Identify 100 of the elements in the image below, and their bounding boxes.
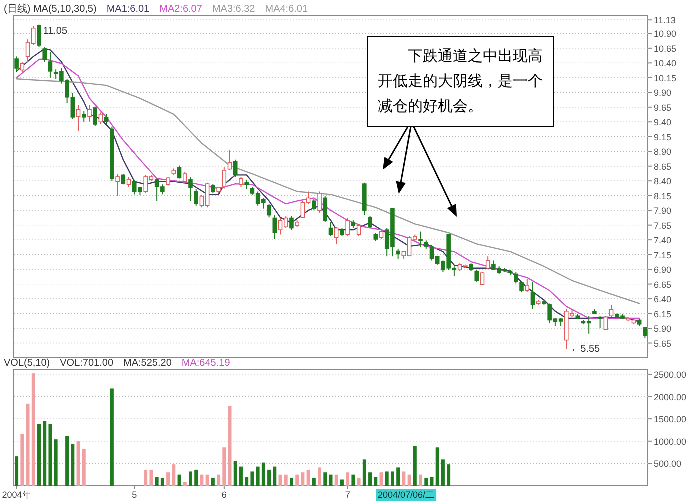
candlestick <box>328 222 334 238</box>
bar <box>334 474 338 486</box>
x-tick-label: 2004年 <box>2 490 32 500</box>
bar <box>217 474 221 486</box>
bar <box>166 472 170 486</box>
candlestick <box>486 256 490 270</box>
bar <box>273 466 277 486</box>
candlestick <box>244 179 249 190</box>
y-tick-label: 7.65 <box>654 220 672 231</box>
candlestick <box>318 191 322 214</box>
candlestick <box>104 114 109 125</box>
text: MA1:6.01 <box>106 4 150 15</box>
bar <box>188 472 192 486</box>
candlestick <box>42 46 47 62</box>
text: MA3:6.32 <box>212 4 256 15</box>
bar <box>178 474 182 486</box>
candlestick <box>177 165 182 180</box>
annotation: 下跌通道之中出现高开低走的大阴线，是一个减仓的好机会。 <box>378 48 543 115</box>
bar <box>211 478 215 486</box>
bar <box>306 470 310 486</box>
candlestick <box>474 270 480 282</box>
bar <box>368 472 372 486</box>
bar <box>362 460 366 486</box>
bar <box>250 472 254 486</box>
candlestick <box>14 56 19 72</box>
candlestick <box>93 106 98 127</box>
candlestick <box>368 216 372 229</box>
text: VOL:701.00 <box>60 358 114 369</box>
bar <box>155 477 159 486</box>
bar <box>447 464 451 486</box>
bar <box>318 468 322 486</box>
candlestick <box>82 111 86 123</box>
candlestick <box>194 188 198 206</box>
bar <box>66 436 70 486</box>
bar <box>256 466 260 486</box>
bar <box>71 444 75 486</box>
candlestick <box>609 304 614 318</box>
y-tick-label: 7.15 <box>654 250 672 260</box>
bar <box>38 424 41 486</box>
candlestick <box>480 272 485 286</box>
candlestick <box>211 184 216 194</box>
candlestick <box>379 230 384 240</box>
bar <box>110 388 114 486</box>
bar <box>183 482 187 486</box>
bar <box>374 477 378 486</box>
y-tick-label: 10.40 <box>654 58 677 69</box>
bar <box>396 468 400 486</box>
text: MA2:6.07 <box>160 4 203 15</box>
bar <box>385 472 389 486</box>
bar <box>436 448 440 486</box>
bar <box>402 472 406 486</box>
bar <box>262 462 266 486</box>
x-tick-label: 7 <box>345 490 350 500</box>
bar <box>32 374 36 486</box>
bar <box>296 474 300 486</box>
candlestick <box>598 316 602 330</box>
bar <box>312 478 316 486</box>
candlestick <box>530 281 536 310</box>
candlestick <box>356 224 362 238</box>
bar <box>200 474 204 486</box>
bar <box>441 460 445 486</box>
y-tick-label: 9.40 <box>654 118 672 128</box>
candlestick <box>239 176 244 188</box>
bar <box>54 440 58 486</box>
bar <box>234 461 238 486</box>
bar <box>43 421 47 486</box>
bar <box>160 478 164 486</box>
annotation: ←5.55 <box>570 344 601 356</box>
candlestick <box>418 231 423 248</box>
annotation: 11.05 <box>43 26 68 37</box>
bar <box>284 474 288 486</box>
candlestick <box>116 174 120 197</box>
x-tick-label: 5 <box>132 490 138 500</box>
bar <box>390 472 394 486</box>
y-tick-label: 5.65 <box>654 338 672 349</box>
bar <box>15 456 19 486</box>
y-tick-label: 11.13 <box>654 16 676 26</box>
candlestick <box>182 172 188 184</box>
bar <box>424 478 428 486</box>
bar <box>239 466 243 486</box>
candlestick <box>228 150 232 171</box>
candlestick <box>604 316 608 330</box>
bar <box>222 448 226 486</box>
bar <box>194 470 198 486</box>
bar <box>82 449 86 486</box>
candlestick <box>267 204 272 218</box>
y-tick-label: 10.90 <box>654 29 677 40</box>
bar <box>144 470 148 486</box>
y-tick-label: 1500.00 <box>654 414 687 425</box>
bar <box>408 474 412 486</box>
bar <box>357 478 361 486</box>
bar <box>290 478 294 486</box>
candlestick <box>98 112 104 125</box>
candlestick <box>346 218 350 238</box>
y-tick-label: 1000.00 <box>654 436 687 447</box>
y-tick-label: 6.65 <box>654 280 672 290</box>
y-tick-label: 7.40 <box>654 236 672 246</box>
y-tick-label: 9.90 <box>654 88 672 98</box>
chart-title: VOL(5,10) <box>4 358 50 369</box>
candlestick <box>290 216 294 231</box>
